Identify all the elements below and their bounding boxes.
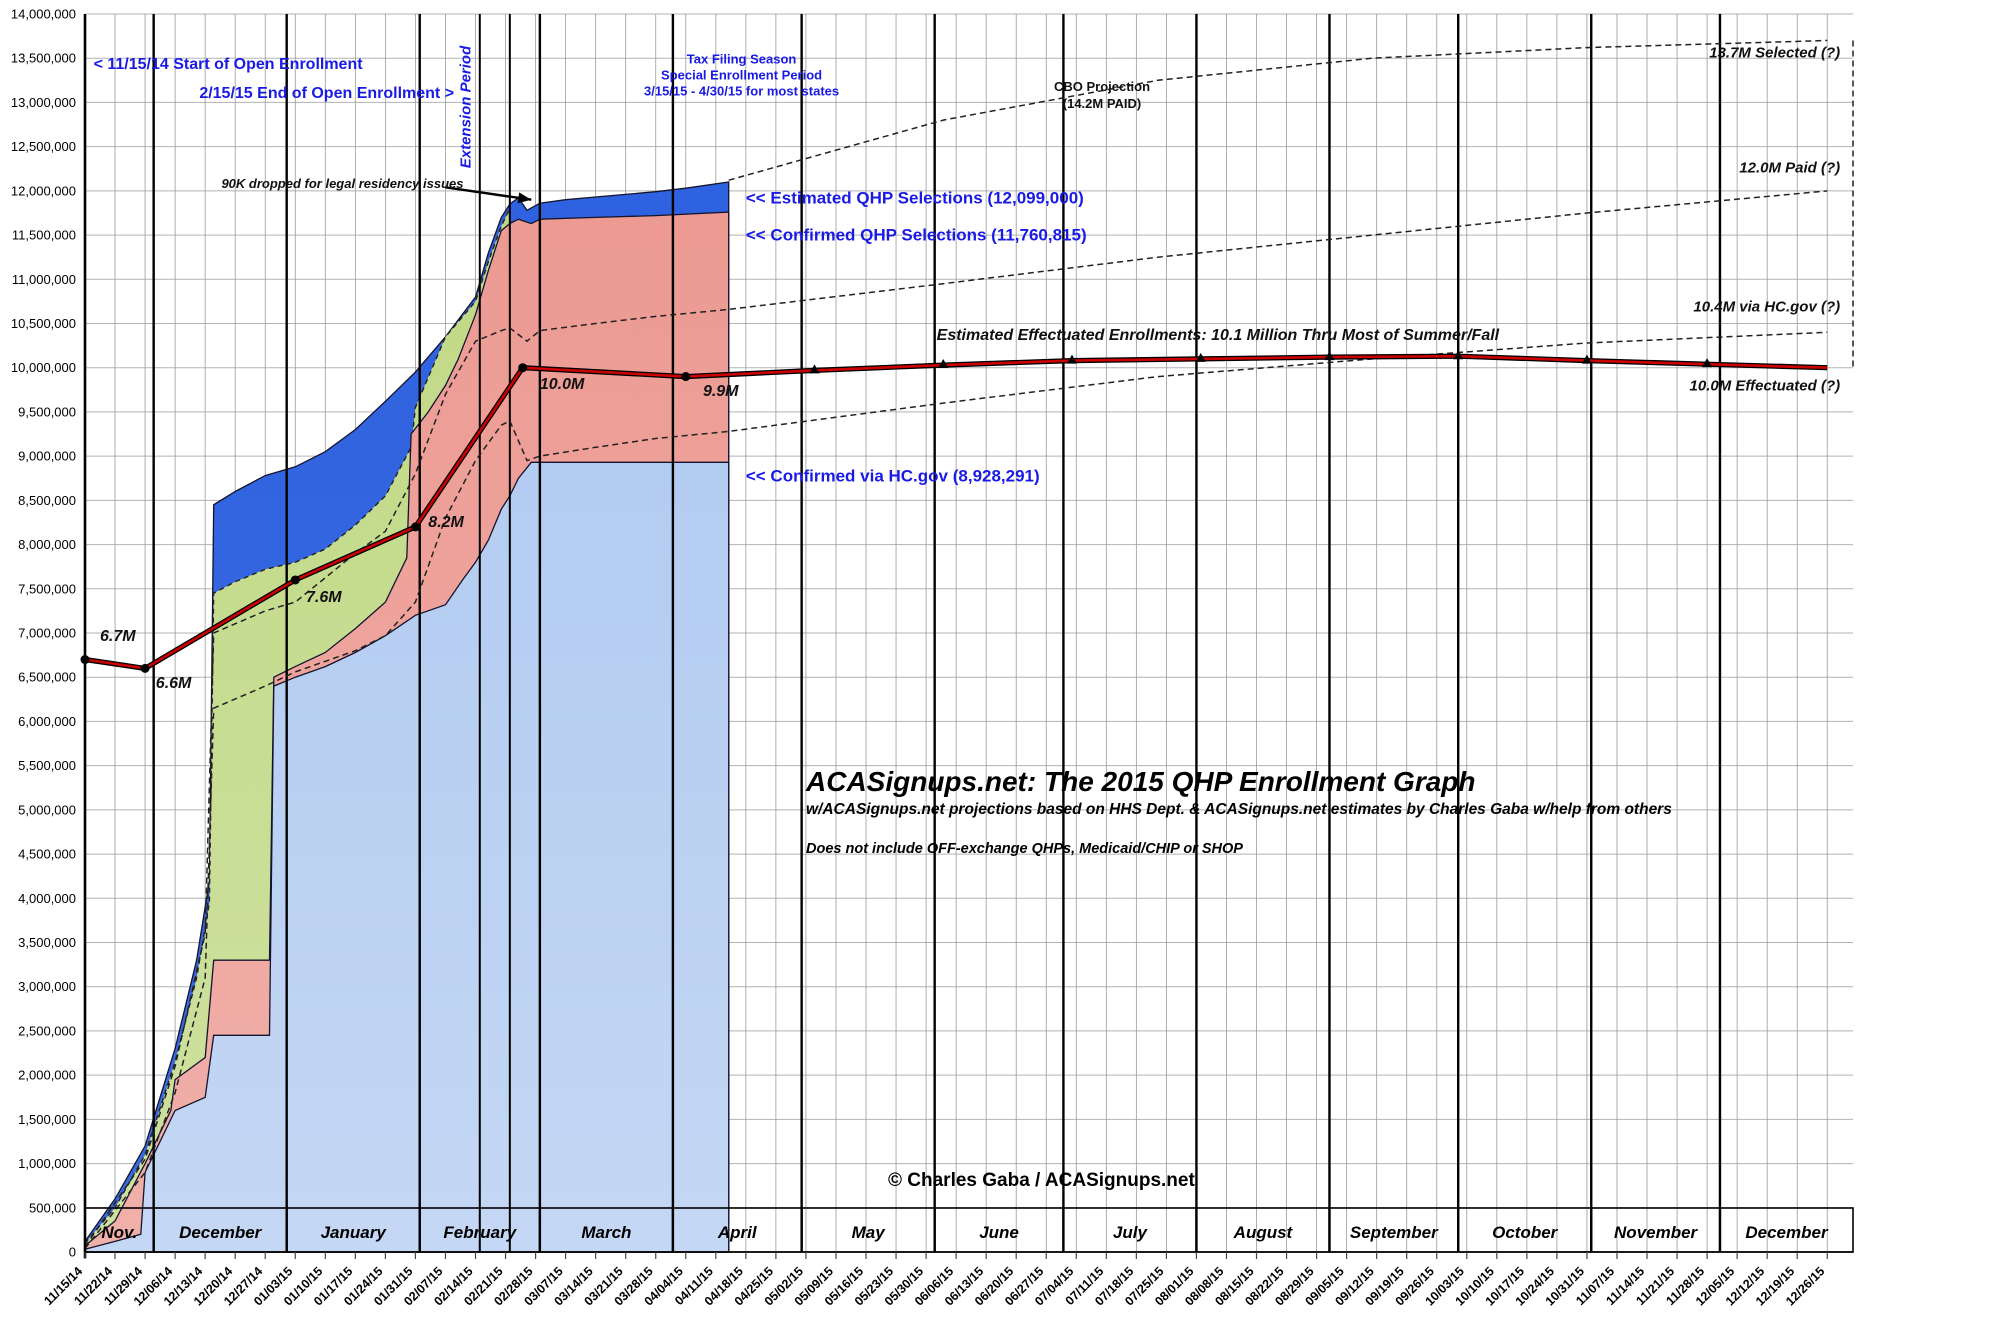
month-label: May	[852, 1223, 887, 1242]
month-label: July	[1113, 1223, 1149, 1242]
effectuated-marker	[410, 522, 420, 532]
y-axis-label: 8,500,000	[18, 493, 76, 508]
y-axis-label: 8,000,000	[18, 537, 76, 552]
effectuated-triangle-marker	[1195, 352, 1206, 362]
month-label: June	[979, 1223, 1019, 1242]
y-axis-label: 4,000,000	[18, 891, 76, 906]
month-label: August	[1233, 1223, 1294, 1242]
y-axis-label: 4,500,000	[18, 847, 76, 862]
y-axis-label: 10,000,000	[11, 360, 76, 375]
y-axis-label: 3,000,000	[18, 979, 76, 994]
y-axis-label: 5,500,000	[18, 758, 76, 773]
chart-title: ACASignups.net: The 2015 QHP Enrollment …	[806, 766, 1476, 797]
y-axis-label: 9,500,000	[18, 404, 76, 419]
paid-projection-line	[84, 190, 1828, 1248]
y-axis-label: 9,000,000	[18, 449, 76, 464]
effectuated-marker	[681, 372, 691, 382]
month-band	[84, 1207, 1854, 1253]
y-axis-label: 6,000,000	[18, 714, 76, 729]
effectuated-triangle-marker	[938, 359, 949, 369]
month-label: Nov.	[101, 1223, 137, 1242]
month-label: November	[1614, 1223, 1699, 1242]
month-label: February	[443, 1223, 517, 1242]
effectuated-triangle-marker	[1453, 350, 1464, 360]
y-axis-label: 5,000,000	[18, 802, 76, 817]
copyright: © Charles Gaba / ACASignups.net	[888, 1170, 1195, 1191]
effectuated-marker	[140, 663, 150, 673]
y-axis-label: 11,500,000	[12, 228, 76, 243]
effectuated-triangle-marker	[1066, 354, 1077, 364]
month-label: September	[1350, 1223, 1439, 1242]
month-label: December	[179, 1223, 263, 1242]
month-label: March	[581, 1223, 631, 1242]
y-axis-label: 6,500,000	[18, 670, 76, 685]
y-axis-label: 7,500,000	[18, 581, 76, 596]
ninetyk-dropped-arrowhead	[517, 192, 532, 204]
title-block: ACASignups.net: The 2015 QHP Enrollment …	[806, 766, 1672, 857]
effectuated-triangle-marker	[1702, 358, 1713, 368]
month-label: January	[321, 1223, 388, 1242]
y-axis-label: 7,000,000	[18, 626, 76, 641]
ninetyk-dropped-arrow	[445, 186, 532, 201]
effectuated-triangle-marker	[1581, 354, 1592, 364]
y-axis-label: 13,000,000	[11, 95, 76, 110]
hcgov-projection-line	[84, 331, 1828, 1249]
y-axis-label: 12,000,000	[11, 183, 76, 198]
effectuated-marker	[290, 575, 300, 585]
hcgov-area	[84, 461, 730, 1253]
y-axis-label: 1,000,000	[18, 1156, 76, 1171]
effectuated-triangle-marker	[809, 364, 820, 374]
y-axis-label: 12,500,000	[11, 139, 76, 154]
y-axis-label: 0	[69, 1245, 76, 1260]
y-axis-label: 14,000,000	[11, 7, 76, 22]
y-axis-label: 500,000	[29, 1200, 76, 1215]
chart-subtitle: w/ACASignups.net projections based on HH…	[806, 801, 1672, 818]
y-axis-label: 2,000,000	[18, 1068, 76, 1083]
y-axis-label: 10,500,000	[11, 316, 76, 331]
chart-note: Does not include OFF-exchange QHPs, Medi…	[806, 841, 1243, 857]
y-axis-label: 1,500,000	[18, 1112, 76, 1127]
y-axis-label: 13,500,000	[11, 51, 76, 66]
y-axis-label: 2,500,000	[18, 1023, 76, 1038]
effectuated-triangle-marker	[1324, 351, 1335, 361]
y-axis-label: 11,000,000	[12, 272, 76, 287]
month-label: October	[1492, 1223, 1559, 1242]
month-label: December	[1745, 1223, 1829, 1242]
effectuated-marker	[518, 363, 528, 373]
cbo-projection-line	[728, 39, 1828, 181]
y-axis-label: 3,500,000	[18, 935, 76, 950]
month-label: April	[717, 1223, 758, 1242]
